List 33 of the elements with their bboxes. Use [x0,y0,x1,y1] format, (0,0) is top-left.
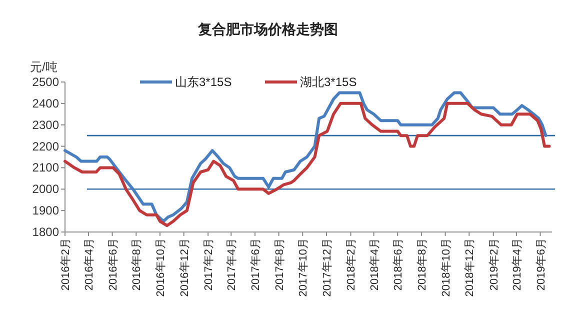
x-tick-label: 2017年10月 [298,238,310,297]
x-tick-label: 2017年8月 [274,238,286,291]
y-tick-label: 2500 [32,75,60,89]
y-tick-label: 2400 [32,96,60,110]
y-tick-label: 2300 [32,118,60,132]
y-tick-label: 2200 [32,139,60,154]
x-tick-label: 2019年6月 [535,238,548,291]
x-tick-label: 2016年10月 [154,238,167,297]
x-tick-label: 2017年4月 [226,238,238,291]
x-tick-label: 2017年2月 [203,238,216,291]
x-tick-label: 2018年10月 [440,238,452,297]
y-axis-title: 元/吨 [30,60,58,74]
x-tick-label: 2016年12月 [178,238,191,297]
x-tick-label: 2016年4月 [83,238,96,291]
x-tick-label: 2017年6月 [250,238,262,291]
x-tick-label: 2018年4月 [368,238,381,291]
x-tick-label: 2016年8月 [131,238,144,291]
x-tick-label: 2016年6月 [107,238,120,291]
x-tick-label: 2018年8月 [416,238,428,291]
chart-title: 复合肥市场价格走势图 [197,21,338,37]
x-tick-label: 2019年2月 [488,238,500,291]
x-tick-label: 2018年12月 [464,238,476,297]
x-tick-label: 2018年2月 [346,238,358,291]
legend-label: 湖北3*15S [300,75,357,89]
x-tick-label: 2018年6月 [392,238,405,291]
y-tick-label: 1800 [32,225,60,239]
x-tick-label: 2019年4月 [511,238,524,291]
x-tick-label: 2017年12月 [321,238,334,297]
y-tick-label: 2100 [32,160,60,175]
y-tick-label: 2000 [32,182,60,196]
y-tick-label: 1900 [32,204,60,218]
legend-label: 山东3*15S [175,75,232,89]
x-tick-label: 2016年2月 [60,238,72,291]
